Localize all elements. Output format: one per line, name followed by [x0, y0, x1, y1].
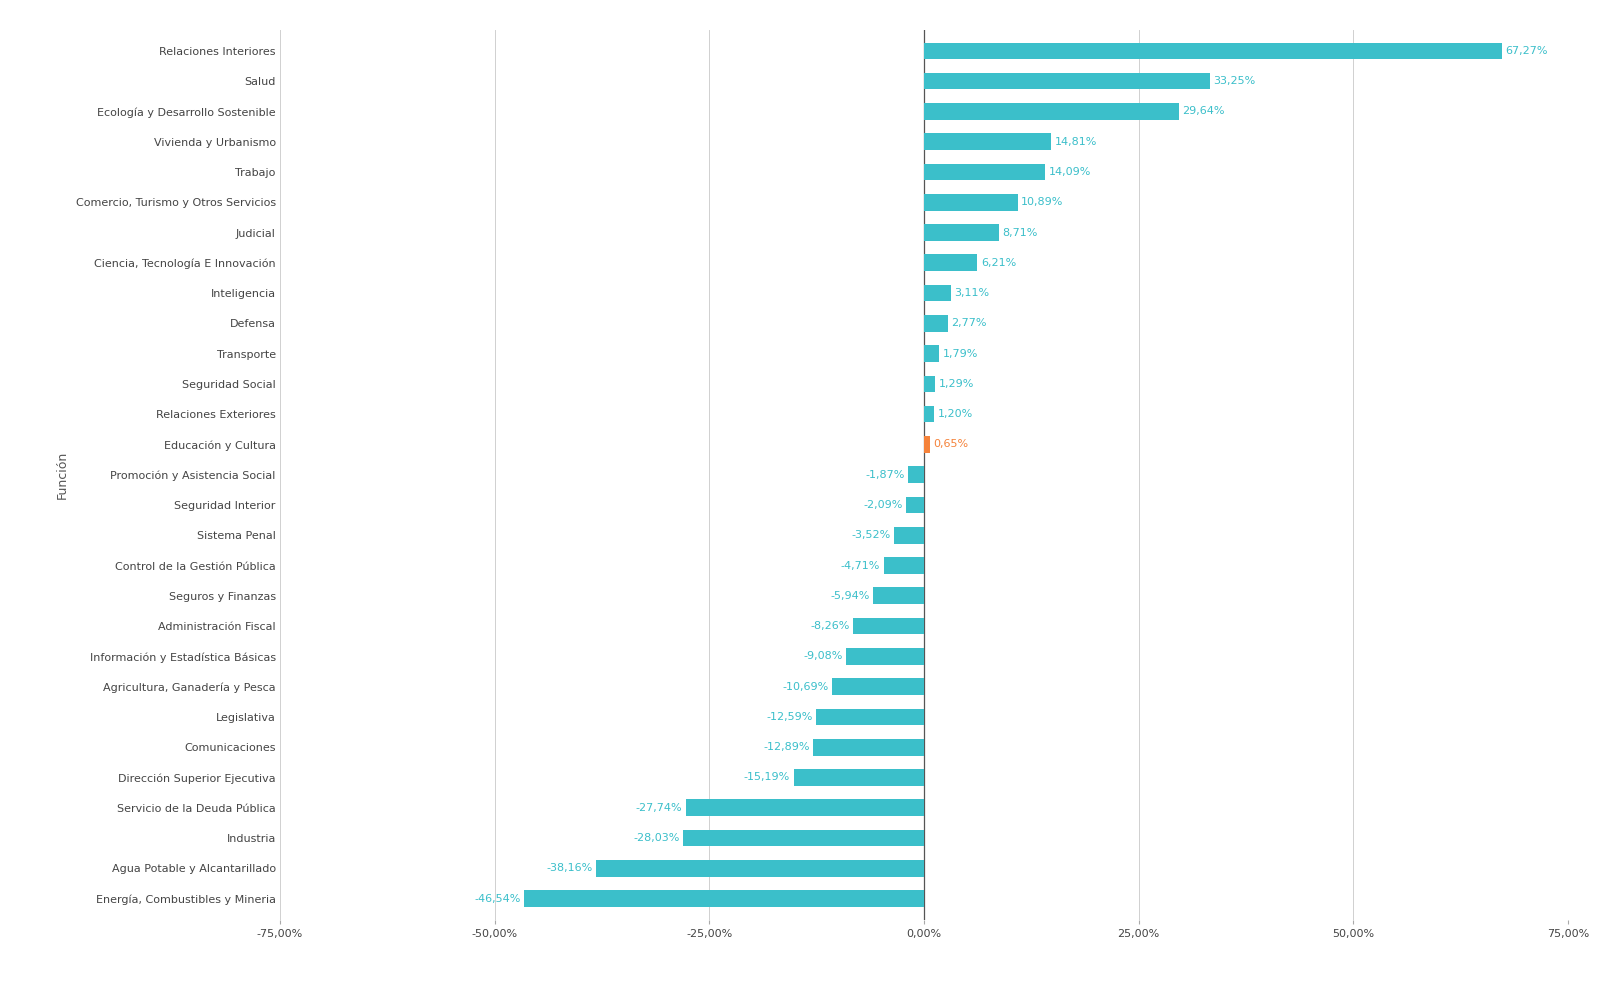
Text: 1,79%: 1,79% [942, 348, 978, 359]
Bar [925, 254, 978, 271]
Text: 10,89%: 10,89% [1021, 197, 1064, 208]
Text: 8,71%: 8,71% [1002, 227, 1037, 237]
Text: -12,59%: -12,59% [766, 712, 813, 722]
Bar [874, 587, 925, 604]
Text: -9,08%: -9,08% [803, 652, 843, 662]
Bar [846, 648, 925, 665]
Text: -15,19%: -15,19% [744, 772, 790, 782]
Text: 3,11%: 3,11% [954, 288, 989, 298]
Bar [907, 467, 925, 483]
Text: 67,27%: 67,27% [1506, 45, 1547, 55]
Text: -27,74%: -27,74% [635, 803, 682, 813]
Text: -4,71%: -4,71% [840, 561, 880, 571]
Text: -3,52%: -3,52% [851, 530, 890, 540]
Text: -8,26%: -8,26% [810, 621, 850, 631]
Text: 2,77%: 2,77% [952, 318, 987, 328]
Bar [925, 134, 1051, 150]
Text: -28,03%: -28,03% [634, 833, 680, 843]
Bar [925, 103, 1179, 120]
Text: 14,09%: 14,09% [1048, 167, 1091, 177]
Bar [832, 678, 925, 695]
Bar [906, 496, 925, 513]
Bar [925, 285, 950, 302]
Text: 33,25%: 33,25% [1213, 76, 1254, 86]
Bar [853, 618, 925, 634]
Bar [683, 830, 925, 847]
Text: -46,54%: -46,54% [475, 894, 522, 904]
Bar [925, 194, 1018, 211]
Bar [925, 405, 934, 422]
Text: -10,69%: -10,69% [782, 681, 829, 691]
Text: 0,65%: 0,65% [933, 439, 968, 449]
Bar [816, 708, 925, 725]
Text: 1,29%: 1,29% [939, 379, 974, 389]
Bar [925, 43, 1502, 59]
Bar [894, 527, 925, 544]
Bar [525, 890, 925, 907]
Y-axis label: Función: Función [56, 451, 69, 498]
Text: -38,16%: -38,16% [547, 863, 594, 873]
Bar [925, 436, 930, 453]
Bar [686, 799, 925, 816]
Text: -12,89%: -12,89% [763, 742, 810, 753]
Text: -2,09%: -2,09% [864, 500, 902, 510]
Bar [813, 739, 925, 756]
Bar [794, 769, 925, 786]
Bar [883, 557, 925, 574]
Text: -5,94%: -5,94% [830, 590, 869, 601]
Text: 1,20%: 1,20% [938, 409, 973, 419]
Bar [925, 315, 947, 331]
Text: -1,87%: -1,87% [866, 470, 904, 480]
Bar [925, 225, 998, 241]
Bar [925, 376, 934, 393]
Bar [925, 73, 1210, 89]
Bar [925, 345, 939, 362]
Text: 29,64%: 29,64% [1182, 107, 1224, 117]
Bar [597, 860, 925, 876]
Bar [925, 163, 1045, 180]
Text: 6,21%: 6,21% [981, 258, 1016, 268]
Text: 14,81%: 14,81% [1054, 136, 1098, 146]
